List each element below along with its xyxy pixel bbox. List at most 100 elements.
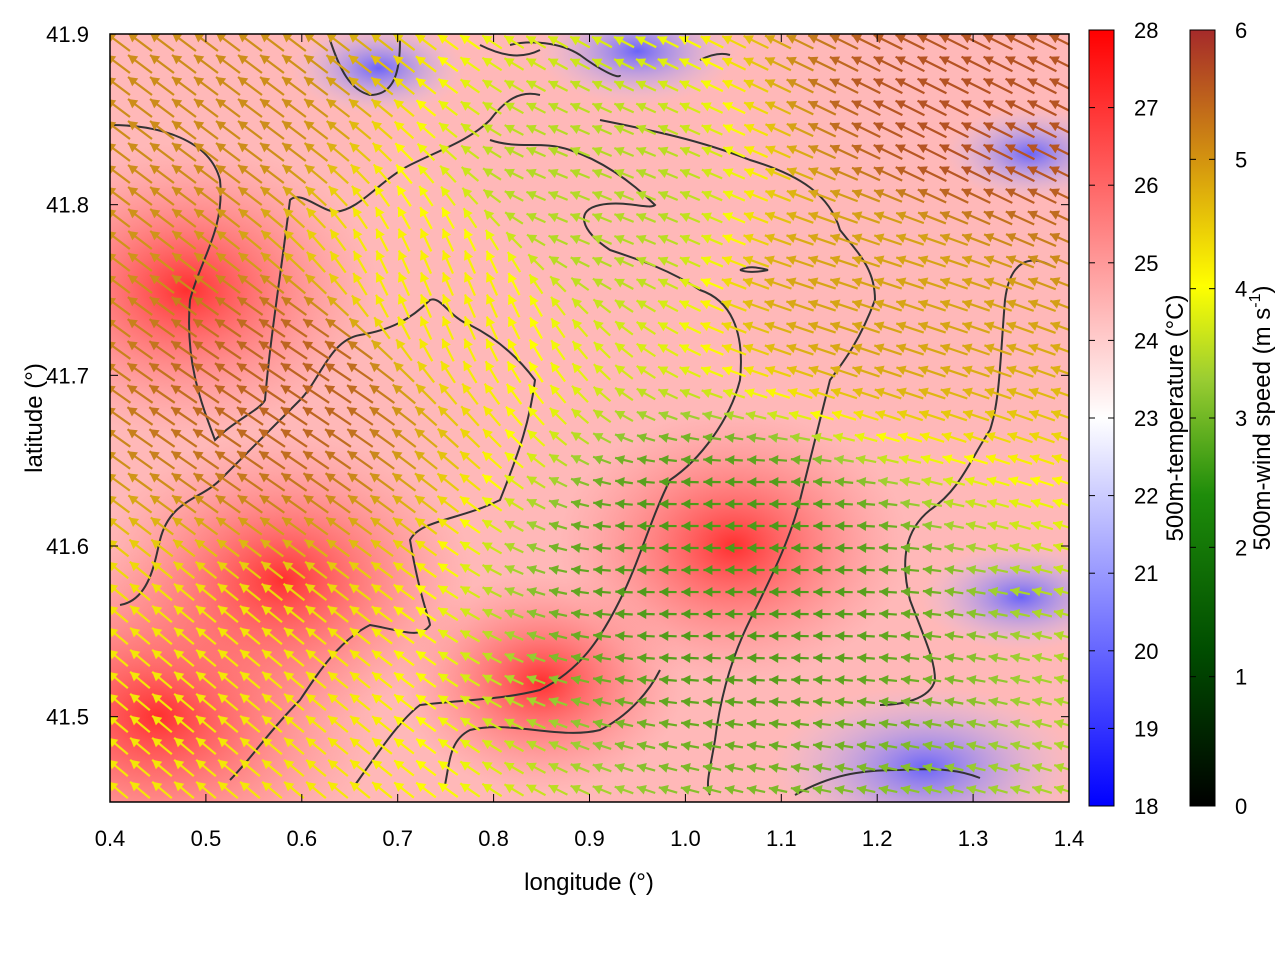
wind-vector-head	[988, 608, 999, 619]
wind-vector-head	[349, 606, 360, 616]
wind-vector-head	[347, 340, 358, 351]
wind-vector-head	[110, 99, 117, 109]
wind-vector-head	[529, 339, 539, 350]
wind-vector-head	[526, 718, 537, 729]
wind-vector-head	[637, 719, 647, 729]
wind-vector-head	[900, 543, 911, 553]
wind-vector-head	[485, 338, 495, 350]
wind-vector-head	[1028, 255, 1039, 265]
wind-vector-head	[218, 781, 229, 792]
wind-vector-head	[110, 121, 117, 131]
wind-vector-head	[658, 344, 669, 354]
wind-vector-head	[526, 587, 537, 597]
wind-vector-head	[943, 476, 954, 487]
wind-vector-head	[895, 166, 906, 176]
wind-vector-head	[879, 587, 889, 597]
wind-vector-head	[769, 477, 779, 488]
wind-vector-head	[829, 122, 841, 132]
wind-vector-head	[987, 542, 998, 553]
wind-vector-head	[1028, 343, 1039, 353]
wind-vector-head	[238, 208, 249, 219]
wind-vector-head	[370, 495, 381, 505]
wind-vector-head	[830, 343, 841, 354]
wind-vector-head	[393, 584, 404, 594]
wind-vector-head	[744, 388, 755, 398]
wind-vector-head	[939, 56, 950, 66]
wind-vector-head	[110, 385, 116, 395]
wind-vector-head	[485, 229, 495, 241]
wind-vector-head	[703, 543, 713, 554]
wind-vector-head	[922, 784, 933, 795]
wind-vector-head	[1050, 343, 1061, 353]
wind-vector-head	[284, 649, 295, 660]
wind-vector-head	[1028, 387, 1039, 398]
wind-vector-head	[282, 99, 293, 109]
wind-vector-head	[900, 719, 911, 729]
wind-vector-head	[944, 609, 955, 619]
wind-vector-head	[592, 168, 603, 179]
wind-vector-head	[635, 36, 647, 46]
wind-vector-head	[747, 477, 757, 488]
wind-vector-head	[939, 122, 950, 132]
wind-vector-head	[896, 233, 907, 243]
wind-vector-head	[831, 410, 843, 420]
wind-vector-head	[414, 428, 426, 439]
wind-vector-head	[329, 273, 339, 284]
wind-vector-head	[701, 80, 712, 90]
wind-vector-head	[1027, 210, 1039, 220]
wind-vector-head	[238, 517, 249, 527]
wind-vector-head	[788, 410, 799, 421]
wind-vector-head	[110, 584, 119, 594]
wind-vector-head	[302, 385, 314, 395]
wind-vector-head	[1027, 56, 1038, 66]
wind-vector-head	[1005, 122, 1016, 132]
wind-vector-head	[571, 653, 581, 663]
wind-vector-head	[110, 165, 117, 175]
wind-vector-head	[940, 321, 951, 331]
wind-vector-head	[149, 407, 160, 417]
wind-vector-head	[325, 318, 336, 329]
wind-vector-head	[570, 146, 581, 157]
wind-vector-head	[873, 56, 884, 66]
wind-vector-head	[746, 785, 757, 795]
wind-vector-head	[681, 653, 691, 664]
wind-vector-head	[570, 80, 581, 90]
wind-vector-head	[394, 650, 405, 661]
wind-vector-head	[940, 299, 951, 309]
wind-vector-head	[725, 609, 735, 620]
wind-vector-head	[130, 759, 141, 770]
wind-vector-head	[701, 234, 712, 244]
wind-vector-head	[636, 411, 648, 421]
wind-vector-head	[614, 278, 625, 288]
wind-vector-head	[765, 211, 776, 222]
wind-vector-head	[813, 521, 823, 532]
contour-line	[444, 669, 661, 786]
wind-vector-head	[504, 102, 515, 112]
wind-vector-head	[397, 185, 407, 197]
wind-vector-head	[282, 186, 294, 197]
wind-vector-head	[1027, 78, 1038, 88]
wind-vector-head	[350, 164, 361, 175]
wind-colorbar-label: 500m-wind speed (m s-1)	[1247, 286, 1276, 551]
wind-vector-head	[393, 34, 404, 44]
wind-vector-head	[988, 696, 999, 707]
wind-vector-head	[943, 498, 954, 509]
wind-vector-head	[721, 299, 732, 310]
wind-vector-head	[305, 186, 316, 197]
wind-vector-head	[721, 321, 732, 332]
wind-vector-head	[851, 56, 862, 66]
wind-vector-head	[216, 252, 227, 263]
wind-vector-head	[852, 189, 863, 199]
wind-vector-head	[214, 341, 226, 351]
wind-vector-head	[593, 299, 604, 309]
wind-vector-head	[833, 432, 844, 443]
wind-vector-head	[900, 675, 911, 685]
wind-vector-head	[922, 609, 933, 619]
wind-vector-head	[570, 719, 581, 729]
wind-vector-head	[304, 120, 315, 131]
wind-vector-head	[988, 762, 999, 773]
wind-vector-head	[852, 387, 863, 398]
wind-vector-head	[874, 255, 885, 266]
wind-vector-shaft	[110, 386, 132, 404]
wind-vector-head	[325, 495, 337, 505]
